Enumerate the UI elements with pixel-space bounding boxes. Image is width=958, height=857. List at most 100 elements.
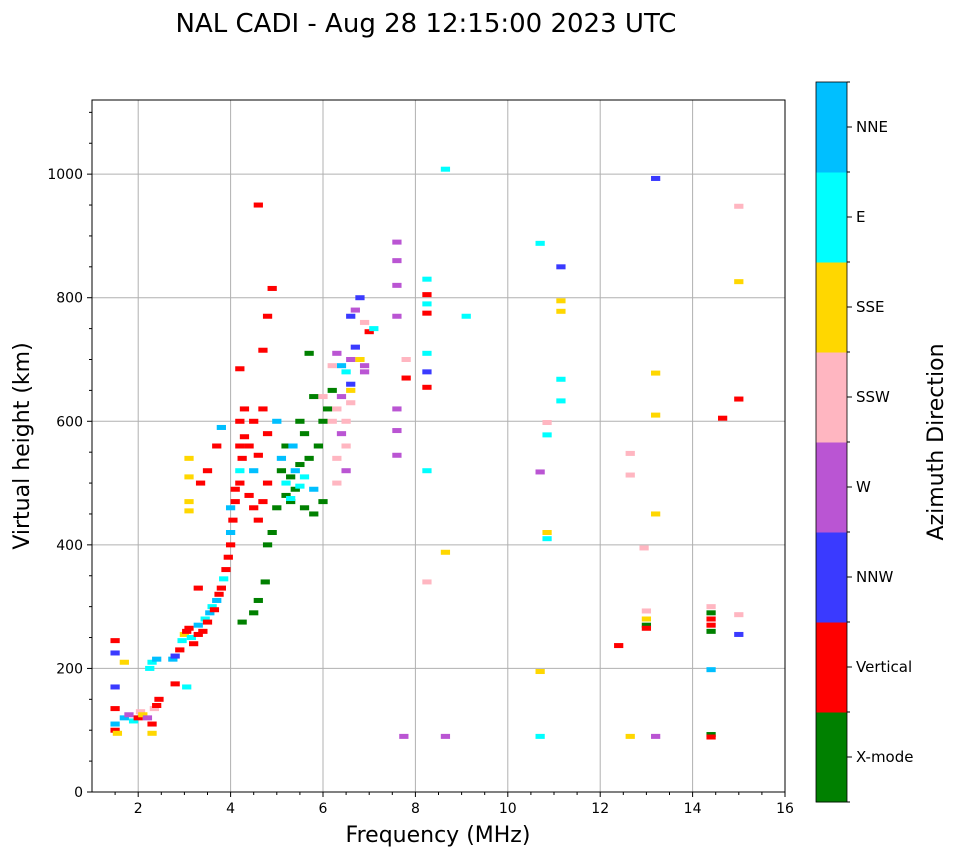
data-point-nnw xyxy=(734,631,744,637)
data-point-ssw xyxy=(422,579,432,585)
data-point-w xyxy=(341,468,351,474)
data-point-w xyxy=(359,369,370,375)
data-point-e xyxy=(147,659,157,665)
x-axis-label: Frequency (MHz) xyxy=(346,823,531,848)
data-point-vertical xyxy=(237,455,247,461)
data-point-vertical xyxy=(258,347,268,353)
colorbar-label-sse: SSE xyxy=(856,298,885,316)
data-point-x-mode xyxy=(267,530,277,535)
colorbar-segment-nnw xyxy=(816,532,847,623)
data-point-ssw xyxy=(706,604,716,610)
data-point-vertical xyxy=(706,622,716,628)
data-point-vertical xyxy=(706,734,716,740)
data-point-ssw xyxy=(625,450,635,456)
data-point-sse xyxy=(556,308,566,314)
colorbar-label-ssw: SSW xyxy=(856,388,890,406)
data-point-x-mode xyxy=(260,579,270,585)
data-point-w xyxy=(392,452,402,458)
data-point-vertical xyxy=(239,406,250,412)
data-point-ssw xyxy=(639,545,649,551)
data-point-nnw xyxy=(346,313,356,319)
data-point-sse xyxy=(184,474,194,480)
data-point-vertical xyxy=(262,480,273,486)
data-point-nne xyxy=(168,656,178,662)
y-tick-label: 400 xyxy=(56,538,83,554)
x-tick-label: 14 xyxy=(684,801,702,817)
data-point-e xyxy=(461,313,471,319)
colorbar-segment-x-mode xyxy=(816,712,847,803)
data-point-ssw xyxy=(734,203,744,209)
data-point-e xyxy=(177,638,187,644)
data-point-w xyxy=(399,733,409,739)
colorbar: X-mode Vertical NNW W SSW SSE E NNE xyxy=(815,81,913,803)
data-point-x-mode xyxy=(309,511,319,517)
data-point-x-mode xyxy=(323,406,333,412)
data-point-ssw xyxy=(332,455,342,461)
data-point-vertical xyxy=(195,480,206,486)
colorbar-label-vertical: Vertical xyxy=(856,658,912,676)
data-point-vertical xyxy=(244,492,254,498)
x-tick-label: 10 xyxy=(499,801,517,817)
data-point-nnw xyxy=(556,264,566,270)
data-point-ssw xyxy=(641,608,652,614)
data-point-vertical xyxy=(253,202,263,208)
data-point-w xyxy=(440,733,451,739)
data-point-x-mode xyxy=(295,418,305,424)
colorbar-label-w: W xyxy=(856,478,871,496)
y-tick-label: 600 xyxy=(56,414,83,430)
colorbar-segment-w xyxy=(816,442,847,533)
data-point-x-mode xyxy=(281,443,291,449)
colorbar-segment-ssw xyxy=(816,352,847,443)
data-point-nne xyxy=(193,622,203,628)
data-point-w xyxy=(350,307,360,313)
data-point-nne xyxy=(216,424,226,430)
data-point-nne xyxy=(212,597,222,603)
data-point-x-mode xyxy=(304,350,314,356)
data-point-e xyxy=(542,536,552,542)
data-point-nne xyxy=(119,715,129,721)
data-point-vertical xyxy=(221,567,231,573)
data-point-x-mode xyxy=(318,499,328,505)
data-point-w xyxy=(651,733,661,739)
data-point-w xyxy=(336,431,347,437)
data-point-vertical xyxy=(175,647,185,653)
data-point-vertical xyxy=(262,313,273,319)
data-point-e xyxy=(186,635,196,641)
colorbar-label-x-mode: X-mode xyxy=(856,748,913,766)
data-point-vertical xyxy=(641,625,652,631)
y-tick-label: 200 xyxy=(56,661,83,677)
colorbar-label: Azimuth Direction xyxy=(924,343,949,540)
data-point-e xyxy=(295,483,305,489)
data-point-nne xyxy=(276,455,287,461)
data-point-nnw xyxy=(346,381,356,387)
plot-frame xyxy=(91,99,786,793)
data-point-vertical xyxy=(258,406,268,412)
data-point-vertical xyxy=(249,505,259,511)
data-point-vertical xyxy=(202,619,213,625)
data-point-vertical xyxy=(422,384,432,390)
data-point-vertical xyxy=(249,418,259,424)
data-point-vertical xyxy=(614,643,624,649)
data-point-w xyxy=(359,363,370,369)
data-point-vertical xyxy=(235,418,245,424)
data-point-vertical xyxy=(182,628,192,634)
data-point-sse xyxy=(184,455,194,461)
data-point-sse xyxy=(542,530,552,535)
data-point-vertical xyxy=(184,625,194,631)
data-point-w xyxy=(392,282,402,288)
data-point-vertical xyxy=(170,681,180,687)
data-point-x-mode xyxy=(253,597,263,603)
data-point-vertical xyxy=(244,443,254,449)
data-point-sse xyxy=(346,387,356,393)
data-point-vertical xyxy=(152,703,162,708)
data-point-ssw xyxy=(346,400,356,406)
data-point-vertical xyxy=(216,585,226,591)
data-point-sse xyxy=(179,631,190,637)
data-point-vertical xyxy=(258,499,268,505)
data-point-x-mode xyxy=(249,610,259,616)
colorbar-frame xyxy=(815,81,848,803)
data-point-sse xyxy=(535,669,545,675)
data-point-nne xyxy=(152,656,162,662)
data-point-e xyxy=(422,276,432,282)
data-point-x-mode xyxy=(304,455,314,461)
